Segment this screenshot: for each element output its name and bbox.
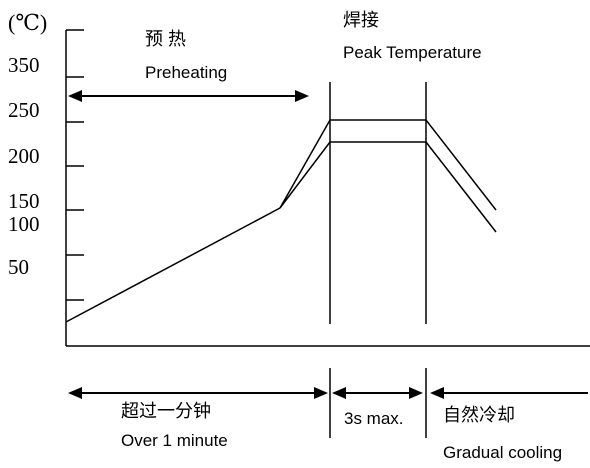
y-tick-marks [66,29,84,301]
duration-guides [329,368,427,438]
profile-upper-curve [279,119,497,211]
y-tick-label: 350 [8,53,40,77]
cooling-duration-arrow [430,387,588,399]
peak-duration-label: 3s max. [344,409,404,428]
preheating-span-arrow [68,90,309,102]
preheat-duration-arrow [68,387,328,399]
y-tick-label: 200 [8,144,40,168]
peak-label-en: Peak Temperature [343,43,482,62]
preheating-label-cn: 预 热 [145,29,186,49]
preheat-duration-label-en: Over 1 minute [121,431,228,450]
peak-zone-boundaries [329,82,427,324]
profile-lower-curve [279,141,497,233]
peak-label-cn: 焊接 [343,10,379,30]
y-tick-labels: 350 250 200 150 100 50 [8,53,40,279]
y-axis-unit-label: (℃) [8,10,47,35]
y-tick-label: 250 [8,98,40,122]
peak-duration-arrow [332,387,423,399]
y-tick-label: 100 [8,212,40,236]
profile-preheat-ramp [65,207,281,323]
y-tick-label: 50 [8,255,29,279]
cooling-label-en: Gradual cooling [443,443,562,462]
temperature-profile [65,119,497,323]
phase-labels: 预 热 Preheating 焊接 Peak Temperature 超过一分钟… [121,10,562,462]
y-tick-label: 150 [8,189,40,213]
cooling-label-cn: 自然冷却 [443,405,515,425]
preheat-duration-label-cn: 超过一分钟 [121,401,211,421]
chart-axes [65,30,590,347]
preheating-label-en: Preheating [145,63,227,82]
